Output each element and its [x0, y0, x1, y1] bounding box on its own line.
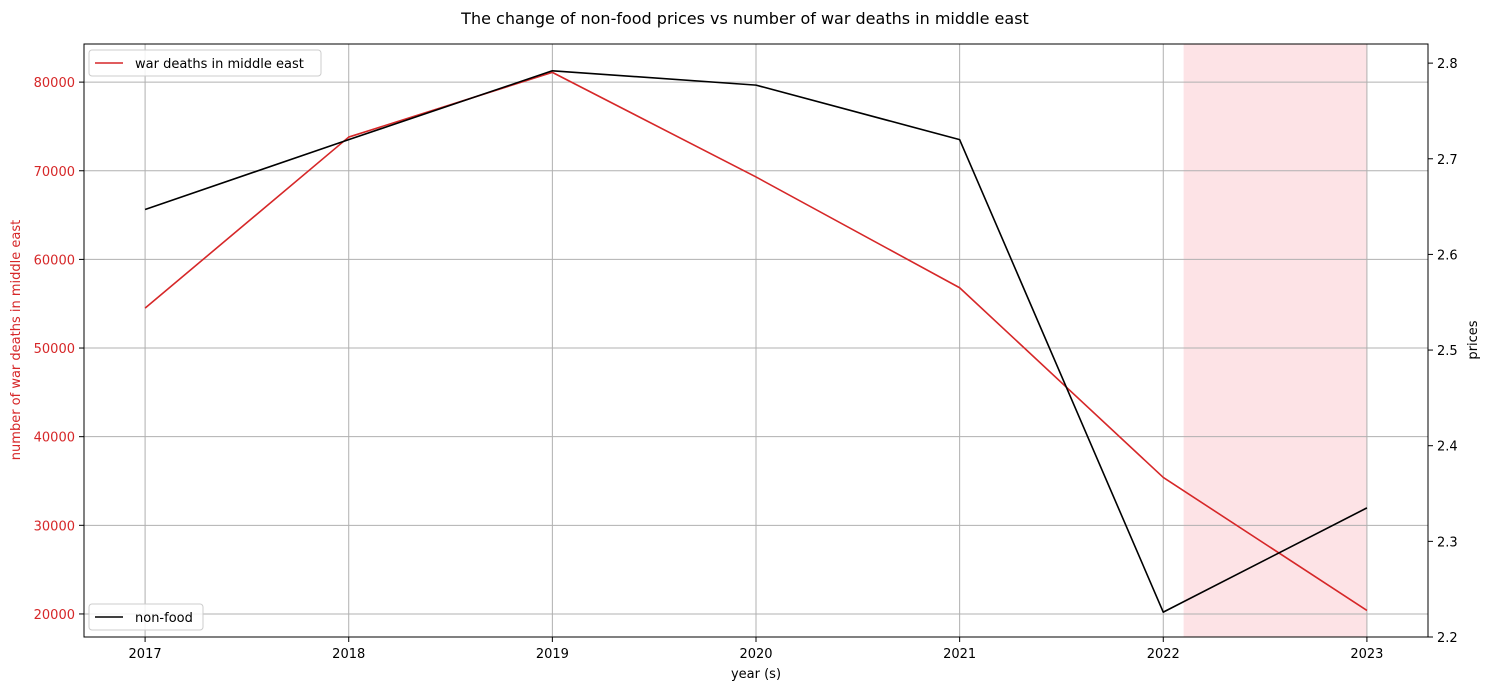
- legend-war-deaths: war deaths in middle east: [88, 49, 322, 77]
- series-line-1: [144, 69, 1368, 613]
- y-left-tick-label: 40000: [34, 431, 75, 446]
- y-axis-right-ticks: 2.2 2.3 2.4 2.5 2.6 2.7 2.8: [1428, 57, 1458, 646]
- y-axis-right-label: prices: [1466, 320, 1481, 359]
- y-right-tick-label: 2.4: [1437, 440, 1458, 455]
- series-layer: [144, 69, 1368, 613]
- chart-title: The change of non-food prices vs number …: [460, 9, 1029, 28]
- y-right-tick-label: 2.7: [1437, 153, 1458, 168]
- legend-label: war deaths in middle east: [135, 57, 304, 72]
- grid-layer: [84, 44, 1428, 637]
- y-left-tick-label: 20000: [34, 608, 75, 623]
- series-line-0: [144, 71, 1368, 612]
- x-tick-label: 2017: [129, 647, 162, 662]
- x-tick-label: 2018: [332, 647, 365, 662]
- y-right-tick-label: 2.5: [1437, 344, 1458, 359]
- y-right-tick-label: 2.6: [1437, 248, 1458, 263]
- y-right-tick-label: 2.3: [1437, 535, 1458, 550]
- legend-label: non-food: [135, 611, 193, 626]
- y-left-tick-label: 70000: [34, 165, 75, 180]
- y-left-tick-label: 50000: [34, 342, 75, 357]
- y-left-tick-label: 60000: [34, 253, 75, 268]
- x-axis-label: year (s): [731, 667, 781, 682]
- x-tick-label: 2020: [739, 647, 772, 662]
- y-right-tick-label: 2.2: [1437, 631, 1458, 646]
- shaded-span-layer: [1183, 44, 1367, 637]
- legend-box: [88, 49, 322, 77]
- y-left-tick-label: 30000: [34, 519, 75, 534]
- x-tick-label: 2022: [1147, 647, 1180, 662]
- y-axis-left-label: number of war deaths in middle east: [9, 220, 24, 460]
- x-tick-label: 2019: [536, 647, 569, 662]
- x-axis-ticks: 2017 2018 2019 2020 2021 2022 2023: [129, 637, 1383, 662]
- y-left-tick-label: 80000: [34, 76, 75, 91]
- legend-box: [88, 603, 204, 631]
- y-axis-left-ticks: 20000 30000 40000 50000 60000 70000 80000: [34, 76, 84, 623]
- shaded-span: [1183, 44, 1367, 637]
- legend-non-food: non-food: [88, 603, 204, 631]
- x-tick-label: 2023: [1350, 647, 1383, 662]
- y-right-tick-label: 2.8: [1437, 57, 1458, 72]
- x-tick-label: 2021: [943, 647, 976, 662]
